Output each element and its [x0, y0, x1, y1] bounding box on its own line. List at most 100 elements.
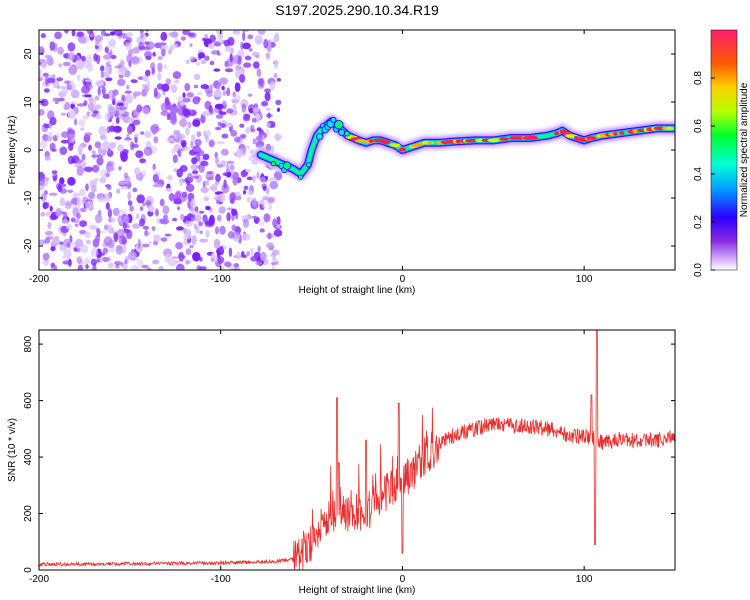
- spectrogram-noise-speckle: [41, 61, 48, 70]
- spectrogram-noise-speckle: [204, 100, 212, 110]
- spectrogram-noise-speckle: [76, 197, 82, 206]
- spectrogram-noise-speckle: [224, 68, 234, 73]
- spectrogram-noise-speckle: [39, 239, 46, 246]
- spectrogram-noise-speckle: [217, 193, 226, 203]
- spectrogram-noise-speckle: [125, 32, 134, 37]
- spectrogram-noise-speckle: [84, 166, 94, 173]
- spectrogram-noise-speckle: [44, 258, 49, 267]
- spectrogram-noise-speckle: [84, 257, 90, 265]
- spectrogram-noise-speckle: [72, 192, 81, 198]
- spectrogram-noise-speckle: [198, 52, 206, 59]
- spectrogram-noise-speckle: [172, 154, 178, 163]
- spectrogram-noise-speckle: [160, 102, 169, 112]
- spectrogram-noise-speckle: [195, 61, 201, 66]
- spectrogram-noise-speckle: [96, 156, 104, 166]
- spectrogram-noise-speckle: [113, 125, 122, 133]
- spectrogram-noise-speckle: [47, 77, 55, 84]
- spectrogram-noise-speckle: [114, 136, 122, 140]
- spectrogram-y-ticks: -20 -10 0 10 20: [23, 48, 675, 253]
- spectrogram-noise-speckle: [162, 205, 170, 215]
- spectrogram-noise-speckle: [95, 213, 102, 224]
- spectrogram-noise-speckle: [110, 217, 116, 223]
- spectrogram-noise-speckle: [191, 211, 200, 216]
- spectrogram-noise-speckle: [129, 205, 134, 212]
- spectrogram-noise-speckle: [51, 148, 57, 152]
- snr-x-tick-label: 100: [576, 574, 593, 585]
- spectrogram-noise-speckle: [117, 144, 124, 152]
- spectrogram-noise-speckle: [243, 185, 249, 190]
- spectrogram-noise-speckle: [160, 48, 166, 57]
- spectrogram-noise-speckle: [263, 38, 269, 49]
- snr-y-tick-label: 400: [23, 448, 34, 465]
- spectrogram-noise-speckle: [199, 256, 203, 262]
- spectrogram-ridge: [252, 113, 675, 182]
- spectrogram-noise-speckle: [61, 219, 69, 224]
- spectrogram-noise-speckle: [200, 186, 209, 194]
- spectrogram-noise-speckle: [107, 262, 115, 269]
- spectrogram-noise-speckle: [219, 123, 226, 129]
- spectrogram-noise-speckle: [44, 177, 50, 182]
- spectrogram-ridge-peak: [415, 143, 419, 147]
- colorbar-tick-label: 0.6: [693, 119, 704, 133]
- spectrogram-noise-speckle: [239, 74, 246, 83]
- spectrogram-noise-speckle: [199, 210, 205, 214]
- spectrogram-noise-speckle: [245, 169, 251, 173]
- spectrogram-noise-speckle: [67, 109, 77, 120]
- spectrogram-noise-speckle: [84, 231, 91, 238]
- snr-y-ticks: 0 200 400 600 800: [23, 335, 675, 573]
- spectrogram-y-tick-label: 10: [23, 96, 34, 108]
- spectrogram-noise-speckle: [177, 96, 184, 103]
- spectrogram-noise-speckle: [181, 191, 188, 198]
- spectrogram-noise-speckle: [240, 41, 244, 51]
- spectrogram-noise-speckle: [46, 202, 50, 208]
- spectrogram-noise-speckle: [276, 78, 282, 82]
- spectrogram-noise-speckle: [214, 103, 224, 110]
- snr-y-tick-label: 800: [23, 335, 34, 352]
- spectrogram-noise-speckle: [194, 214, 202, 223]
- spectrogram-noise-speckle: [242, 218, 250, 228]
- spectrogram-noise-speckle: [96, 54, 101, 65]
- spectrogram-noise-speckle: [65, 202, 73, 206]
- spectrogram-noise-speckle: [273, 134, 283, 140]
- spectrogram-noise-speckle: [120, 186, 129, 190]
- spectrogram-noise-speckle: [142, 170, 147, 178]
- spectrogram-noise-speckle: [153, 136, 159, 144]
- spectrogram-noise-speckle: [219, 77, 228, 85]
- spectrogram-noise-speckle: [139, 158, 147, 164]
- spectrogram-noise-speckle: [184, 220, 194, 227]
- spectrogram-noise-speckle: [107, 103, 113, 111]
- spectrogram-noise-speckle: [80, 207, 87, 213]
- spectrogram-noise-speckle: [102, 247, 109, 254]
- spectrogram-noise-speckle: [85, 264, 89, 269]
- spectrogram-x-ticks: -200 -100 0 100: [29, 30, 593, 285]
- spectrogram-noise-speckle: [50, 262, 55, 268]
- spectrogram-noise-speckle: [91, 150, 96, 155]
- spectrogram-noise-speckle: [242, 42, 251, 50]
- spectrogram-noise-speckle: [113, 30, 123, 36]
- spectrogram-noise-speckle: [77, 144, 83, 154]
- spectrogram-noise-speckle: [74, 238, 84, 248]
- snr-panel: -200 -100 0 100 0 200 400 600 800 Height of str…: [7, 329, 676, 596]
- spectrogram-noise-speckle: [214, 126, 220, 131]
- spectrogram-noise-speckle: [39, 177, 45, 186]
- spectrogram-noise-speckle: [44, 154, 51, 161]
- spectrogram-noise-speckle: [77, 103, 86, 107]
- spectrogram-noise-speckle: [204, 134, 210, 143]
- spectrogram-noise-speckle: [261, 100, 268, 107]
- spectrogram-noise-speckle: [214, 226, 220, 235]
- spectrogram-noise-speckle: [185, 60, 190, 64]
- spectrogram-noise-speckle: [163, 214, 169, 220]
- spectrogram-noise-speckle: [48, 192, 58, 196]
- spectrogram-noise-speckle: [265, 187, 270, 195]
- spectrogram-noise-speckle: [171, 256, 180, 260]
- spectrogram-noise-speckle: [101, 148, 107, 156]
- spectrogram-noise-speckle: [221, 133, 229, 139]
- spectrogram-noise-speckle: [192, 147, 202, 153]
- spectrogram-ridge-peak: [499, 137, 509, 141]
- spectrogram-noise-speckle: [228, 247, 233, 257]
- spectrogram-noise-speckle: [88, 191, 96, 200]
- spectrogram-noise-speckle: [241, 254, 247, 259]
- spectrogram-noise-speckle: [132, 91, 142, 96]
- colorbar-tick-label: 0.4: [693, 167, 704, 181]
